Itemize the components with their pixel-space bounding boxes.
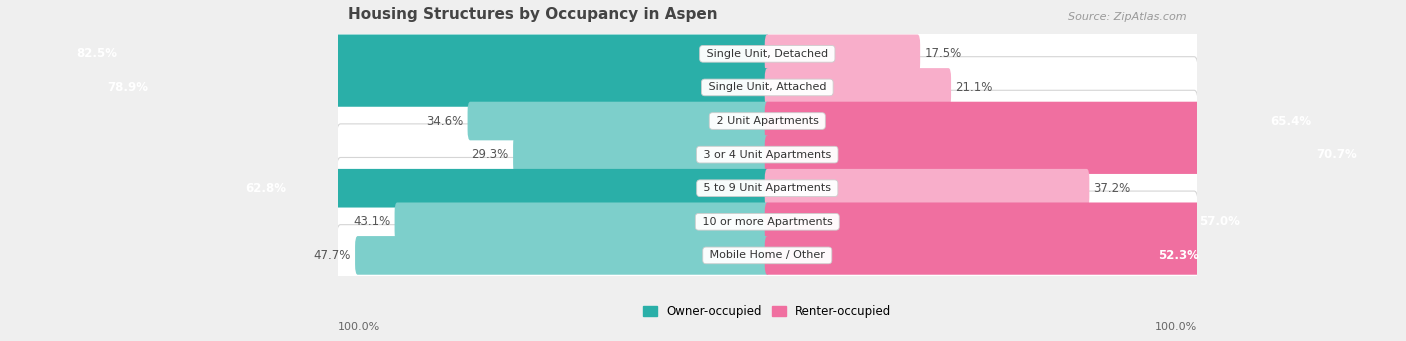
FancyBboxPatch shape <box>765 102 1331 140</box>
Text: Mobile Home / Other: Mobile Home / Other <box>706 250 828 261</box>
FancyBboxPatch shape <box>336 191 1198 253</box>
FancyBboxPatch shape <box>336 225 1198 286</box>
FancyBboxPatch shape <box>336 158 1198 219</box>
Text: 70.7%: 70.7% <box>1316 148 1357 161</box>
FancyBboxPatch shape <box>765 236 1219 275</box>
FancyBboxPatch shape <box>87 68 770 107</box>
Text: Single Unit, Detached: Single Unit, Detached <box>703 49 831 59</box>
Text: 100.0%: 100.0% <box>1154 322 1197 331</box>
Text: 65.4%: 65.4% <box>1271 115 1312 128</box>
FancyBboxPatch shape <box>356 236 770 275</box>
Text: 47.7%: 47.7% <box>314 249 350 262</box>
FancyBboxPatch shape <box>336 124 1198 186</box>
FancyBboxPatch shape <box>765 203 1260 241</box>
FancyBboxPatch shape <box>765 34 920 73</box>
Text: 34.6%: 34.6% <box>426 115 464 128</box>
FancyBboxPatch shape <box>336 90 1198 152</box>
FancyBboxPatch shape <box>765 135 1376 174</box>
Text: Source: ZipAtlas.com: Source: ZipAtlas.com <box>1067 12 1187 21</box>
FancyBboxPatch shape <box>56 34 770 73</box>
Text: 100.0%: 100.0% <box>337 322 380 331</box>
Text: Single Unit, Attached: Single Unit, Attached <box>704 83 830 92</box>
Text: 43.1%: 43.1% <box>353 215 391 228</box>
FancyBboxPatch shape <box>336 23 1198 85</box>
Text: 52.3%: 52.3% <box>1159 249 1199 262</box>
Text: 5 to 9 Unit Apartments: 5 to 9 Unit Apartments <box>700 183 835 193</box>
Text: 17.5%: 17.5% <box>925 47 962 60</box>
FancyBboxPatch shape <box>765 169 1090 208</box>
Text: 37.2%: 37.2% <box>1094 182 1130 195</box>
Text: 78.9%: 78.9% <box>107 81 148 94</box>
Text: 10 or more Apartments: 10 or more Apartments <box>699 217 837 227</box>
FancyBboxPatch shape <box>225 169 770 208</box>
FancyBboxPatch shape <box>765 68 950 107</box>
Text: 57.0%: 57.0% <box>1199 215 1240 228</box>
Text: 62.8%: 62.8% <box>245 182 287 195</box>
FancyBboxPatch shape <box>513 135 770 174</box>
Text: 3 or 4 Unit Apartments: 3 or 4 Unit Apartments <box>700 150 835 160</box>
Text: 29.3%: 29.3% <box>471 148 509 161</box>
Legend: Owner-occupied, Renter-occupied: Owner-occupied, Renter-occupied <box>638 300 896 323</box>
Text: 21.1%: 21.1% <box>955 81 993 94</box>
Text: Housing Structures by Occupancy in Aspen: Housing Structures by Occupancy in Aspen <box>349 6 718 21</box>
Text: 82.5%: 82.5% <box>76 47 117 60</box>
Text: 2 Unit Apartments: 2 Unit Apartments <box>713 116 823 126</box>
FancyBboxPatch shape <box>395 203 770 241</box>
FancyBboxPatch shape <box>336 57 1198 118</box>
FancyBboxPatch shape <box>468 102 770 140</box>
